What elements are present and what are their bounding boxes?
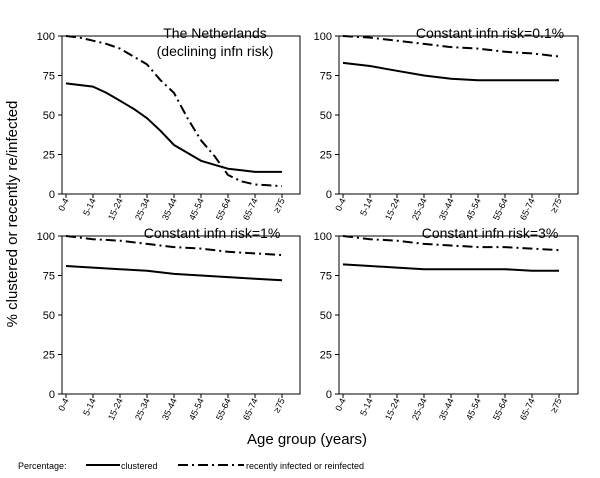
panel-risk-1: 0 25 50 75 100 0-4 5-14 15-24 25-34 35-44 45-54 55-… <box>37 225 301 422</box>
legend-label-recently-infected: recently infected or reinfected <box>246 461 364 471</box>
series-line-recently-infected <box>342 35 560 58</box>
panel-risk-3: 0 25 50 75 100 0-4 5-14 15-24 25-34 35-44 45-54 55-… <box>314 225 579 422</box>
y-tick-label: 0 <box>49 389 55 401</box>
y-tick-label: 50 <box>320 110 332 122</box>
y-tick-label: 0 <box>49 189 55 201</box>
series-line-clustered <box>65 82 282 173</box>
x-tick-label: 35-44 <box>160 197 179 222</box>
x-tick-label: 15-24 <box>106 197 125 222</box>
y-tick-label: 75 <box>320 71 332 83</box>
panel-title: The Netherlands <box>163 25 267 41</box>
y-tick-label: 100 <box>37 31 55 43</box>
x-tick-label: 5-14 <box>358 397 375 418</box>
series-line-clustered <box>65 265 283 282</box>
x-tick-label: 35-44 <box>437 197 456 222</box>
x-tick-label: 5-14 <box>358 197 375 218</box>
x-tick-label: 0-4 <box>333 197 348 213</box>
y-tick-label: 100 <box>314 231 332 243</box>
y-axis-label: % clustered or recently re/infected <box>4 101 21 328</box>
y-tick-label: 25 <box>320 150 332 162</box>
series-line-recently-infected <box>65 235 283 256</box>
y-tick-label: 0 <box>326 389 332 401</box>
x-axis-label: Age group (years) <box>247 431 367 448</box>
y-tick-label: 50 <box>43 110 55 122</box>
series-line-clustered <box>342 61 559 82</box>
x-tick-label: 55-64 <box>214 197 233 222</box>
x-tick-label: ≥75 <box>271 197 286 215</box>
x-tick-label: 45-54 <box>187 197 206 222</box>
panel-risk-0-1: 0 25 50 75 100 0-4 5-14 15-24 25-34 35-44 45-54 55-… <box>314 25 579 222</box>
y-tick-label: 100 <box>37 231 55 243</box>
x-tick-label: 55-64 <box>491 397 510 422</box>
x-tick-label: ≥75 <box>548 397 563 415</box>
x-tick-label: 5-14 <box>81 197 98 218</box>
y-tick-label: 25 <box>43 350 55 362</box>
y-tick-label: 100 <box>314 31 332 43</box>
legend: Percentage: clustered recently infected … <box>18 461 364 471</box>
panel-title: Constant infn risk=1% <box>144 225 281 241</box>
x-tick-label: 55-64 <box>491 197 510 222</box>
x-tick-label: 25-34 <box>133 397 152 422</box>
x-tick-label: 15-24 <box>383 197 402 222</box>
y-tick-label: 75 <box>43 271 55 283</box>
x-tick-label: 55-64 <box>214 397 233 422</box>
x-tick-label: 45-54 <box>464 197 483 222</box>
x-tick-label: 0-4 <box>56 197 71 213</box>
series-line-recently-infected <box>342 235 560 252</box>
x-tick-label: 5-14 <box>81 397 98 418</box>
x-tick-label: 35-44 <box>437 397 456 422</box>
panel-netherlands: 0 25 50 75 100 0-4 5-14 15-24 25-34 35-44 45-54 55-… <box>37 25 301 222</box>
x-tick-label: 45-54 <box>464 397 483 422</box>
x-tick-label: 15-24 <box>106 397 125 422</box>
legend-label-clustered: clustered <box>121 461 158 471</box>
x-tick-label: 25-34 <box>133 197 152 222</box>
panel-frame <box>61 35 301 195</box>
y-tick-label: 50 <box>320 310 332 322</box>
x-tick-label: 0-4 <box>56 397 71 413</box>
x-tick-label: ≥75 <box>548 197 563 215</box>
y-tick-label: 50 <box>43 310 55 322</box>
y-tick-label: 25 <box>320 350 332 362</box>
panel-frame <box>61 235 301 395</box>
panel-title: Constant infn risk=0.1% <box>416 25 564 41</box>
x-tick-label: ≥75 <box>271 397 286 415</box>
y-tick-label: 0 <box>326 189 332 201</box>
x-tick-label: 25-34 <box>410 197 429 222</box>
x-tick-label: 65-74 <box>518 397 537 422</box>
y-tick-label: 75 <box>320 271 332 283</box>
x-tick-label: 35-44 <box>160 397 179 422</box>
panel-frame <box>338 35 579 195</box>
x-tick-label: 15-24 <box>383 397 402 422</box>
x-tick-label: 25-34 <box>410 397 429 422</box>
legend-title: Percentage: <box>18 461 67 471</box>
panel-title: Constant infn risk=3% <box>422 225 559 241</box>
x-tick-label: 65-74 <box>518 197 537 222</box>
panel-frame <box>338 235 579 395</box>
x-tick-label: 65-74 <box>241 197 260 222</box>
x-tick-label: 65-74 <box>241 397 260 422</box>
panel-title: (declining infn risk) <box>157 43 274 59</box>
x-tick-label: 0-4 <box>333 397 348 413</box>
y-tick-label: 75 <box>43 71 55 83</box>
y-tick-label: 25 <box>43 150 55 162</box>
x-tick-label: 45-54 <box>187 397 206 422</box>
chart-panels: 0 25 50 75 100 0-4 5-14 15-24 25-34 35-44 45-54 55-… <box>37 25 579 422</box>
series-line-recently-infected <box>65 35 283 188</box>
series-line-clustered <box>342 263 559 272</box>
